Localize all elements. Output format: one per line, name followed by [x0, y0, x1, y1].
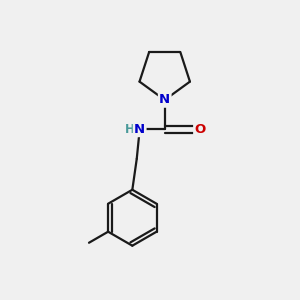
Text: O: O: [194, 123, 206, 136]
Text: H: H: [125, 123, 135, 136]
Text: N: N: [134, 123, 145, 136]
Text: N: N: [159, 93, 170, 106]
